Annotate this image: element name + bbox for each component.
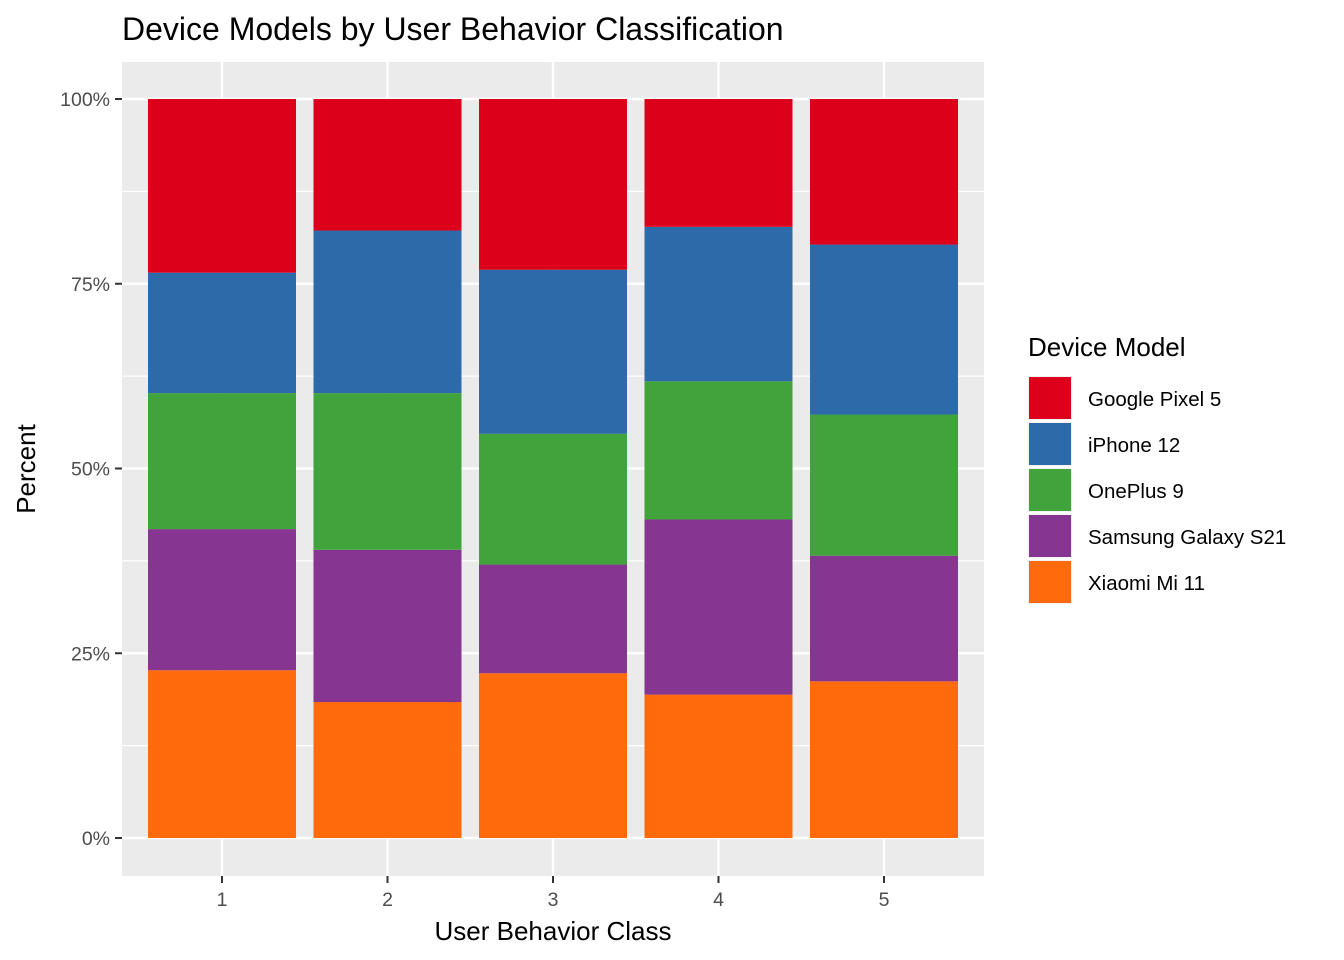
bar-segment-samsung-galaxy-s21-class-1 xyxy=(148,529,296,671)
x-axis: 1 2 3 4 5 xyxy=(217,876,890,911)
y-tick-label: 75% xyxy=(71,274,110,296)
bar-segment-xiaomi-mi-11-class-3 xyxy=(479,673,627,838)
bar-segment-xiaomi-mi-11-class-4 xyxy=(644,694,793,838)
legend-swatch xyxy=(1029,469,1071,511)
legend-label: Google Pixel 5 xyxy=(1088,388,1221,411)
y-tick-label: 50% xyxy=(71,459,110,481)
x-tick-label: 5 xyxy=(879,889,890,911)
legend-swatch xyxy=(1029,515,1071,557)
legend-label: OnePlus 9 xyxy=(1088,480,1184,503)
bar-segment-iphone-12-class-2 xyxy=(313,230,462,394)
bar-segment-google-pixel-5-class-5 xyxy=(810,99,958,245)
bar-segment-oneplus-9-class-5 xyxy=(810,414,958,556)
x-tick-label: 4 xyxy=(713,889,724,911)
bar-segment-xiaomi-mi-11-class-1 xyxy=(148,670,296,838)
bar-segment-iphone-12-class-3 xyxy=(479,269,627,434)
y-axis-title: Percent xyxy=(11,423,41,513)
bar-segment-samsung-galaxy-s21-class-4 xyxy=(644,519,793,695)
y-tick-label: 25% xyxy=(71,643,110,665)
bar-segment-iphone-12-class-1 xyxy=(148,272,296,394)
bar-segment-xiaomi-mi-11-class-2 xyxy=(313,702,462,838)
legend-swatch xyxy=(1029,377,1071,419)
legend-swatch xyxy=(1029,423,1071,465)
bar-segment-google-pixel-5-class-1 xyxy=(148,99,296,273)
x-tick-label: 2 xyxy=(382,889,393,911)
bar-segment-oneplus-9-class-4 xyxy=(644,381,793,520)
bar-segment-samsung-galaxy-s21-class-5 xyxy=(810,555,958,682)
bar-segment-google-pixel-5-class-3 xyxy=(479,99,627,270)
y-axis: 0% 25% 50% 75% 100% xyxy=(60,89,122,850)
bar-segment-samsung-galaxy-s21-class-2 xyxy=(313,549,462,703)
bar-segment-google-pixel-5-class-2 xyxy=(313,99,462,231)
bar-segment-oneplus-9-class-1 xyxy=(148,393,296,530)
bar-segment-iphone-12-class-4 xyxy=(644,226,793,382)
bar-segment-samsung-galaxy-s21-class-3 xyxy=(479,564,627,674)
bar-segment-iphone-12-class-5 xyxy=(810,244,958,415)
bars xyxy=(148,99,958,838)
x-tick-label: 3 xyxy=(548,889,559,911)
bar-segment-oneplus-9-class-2 xyxy=(313,393,462,550)
legend-label: Samsung Galaxy S21 xyxy=(1088,526,1286,549)
x-axis-title: User Behavior Class xyxy=(435,916,672,946)
bar-segment-xiaomi-mi-11-class-5 xyxy=(810,681,958,838)
legend-title: Device Model xyxy=(1028,332,1186,362)
x-tick-label: 1 xyxy=(217,889,228,911)
legend: Device Model Google Pixel 5 iPhone 12 OneP… xyxy=(1028,332,1286,604)
legend-label: iPhone 12 xyxy=(1088,434,1180,457)
bar-segment-oneplus-9-class-3 xyxy=(479,433,627,565)
y-tick-label: 100% xyxy=(60,89,110,111)
y-tick-label: 0% xyxy=(82,828,110,850)
legend-label: Xiaomi Mi 11 xyxy=(1088,572,1205,595)
bar-segment-google-pixel-5-class-4 xyxy=(644,99,793,227)
chart-title: Device Models by User Behavior Classific… xyxy=(122,11,784,47)
legend-swatch xyxy=(1029,561,1071,603)
